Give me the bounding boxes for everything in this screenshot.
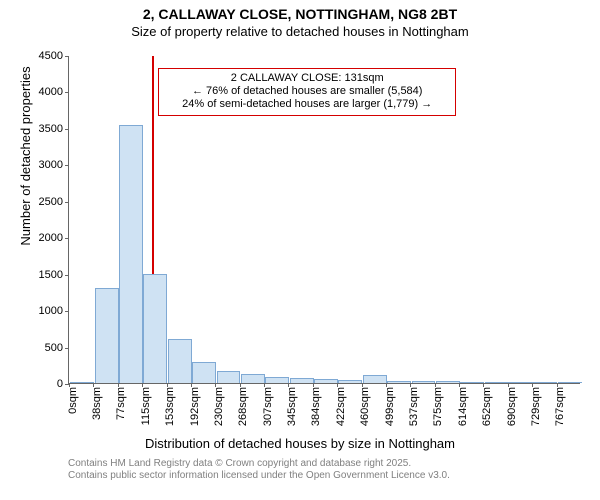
y-tick-mark bbox=[65, 165, 69, 166]
x-tick-label: 230sqm bbox=[213, 383, 225, 426]
x-tick-label: 77sqm bbox=[115, 383, 127, 420]
x-tick-label: 307sqm bbox=[262, 383, 274, 426]
x-tick-label: 422sqm bbox=[335, 383, 347, 426]
y-tick-mark bbox=[65, 238, 69, 239]
footer-copyright-1: Contains HM Land Registry data © Crown c… bbox=[68, 458, 411, 469]
bar bbox=[119, 125, 143, 383]
y-tick-mark bbox=[65, 56, 69, 57]
x-tick-label: 614sqm bbox=[457, 383, 469, 426]
annotation-line2: ← 76% of detached houses are smaller (5,… bbox=[165, 85, 449, 98]
x-tick-label: 460sqm bbox=[359, 383, 371, 426]
x-axis-label: Distribution of detached houses by size … bbox=[0, 436, 600, 451]
x-tick-label: 575sqm bbox=[432, 383, 444, 426]
x-tick-label: 384sqm bbox=[310, 383, 322, 426]
bar bbox=[363, 375, 387, 383]
x-tick-label: 537sqm bbox=[408, 383, 420, 426]
bar bbox=[241, 374, 265, 383]
x-tick-label: 690sqm bbox=[506, 383, 518, 426]
x-tick-label: 767sqm bbox=[554, 383, 566, 426]
x-tick-label: 345sqm bbox=[286, 383, 298, 426]
chart-title: 2, CALLAWAY CLOSE, NOTTINGHAM, NG8 2BT bbox=[0, 6, 600, 22]
x-tick-label: 268sqm bbox=[237, 383, 249, 426]
y-tick-mark bbox=[65, 129, 69, 130]
x-tick-label: 729sqm bbox=[530, 383, 542, 426]
chart-container: 2, CALLAWAY CLOSE, NOTTINGHAM, NG8 2BT S… bbox=[0, 0, 600, 500]
x-tick-label: 499sqm bbox=[384, 383, 396, 426]
y-tick-mark bbox=[65, 202, 69, 203]
y-tick-mark bbox=[65, 92, 69, 93]
x-tick-label: 652sqm bbox=[481, 383, 493, 426]
annotation-box: 2 CALLAWAY CLOSE: 131sqm ← 76% of detach… bbox=[158, 68, 456, 116]
y-tick-mark bbox=[65, 275, 69, 276]
plot-area: 2 CALLAWAY CLOSE: 131sqm ← 76% of detach… bbox=[68, 56, 580, 384]
chart-subtitle: Size of property relative to detached ho… bbox=[0, 24, 600, 39]
footer-copyright-2: Contains public sector information licen… bbox=[68, 470, 450, 481]
y-tick-mark bbox=[65, 348, 69, 349]
x-tick-label: 0sqm bbox=[67, 383, 79, 414]
annotation-line1: 2 CALLAWAY CLOSE: 131sqm bbox=[165, 72, 449, 85]
bar bbox=[217, 371, 241, 383]
y-axis-label: Number of detached properties bbox=[18, 0, 33, 320]
bar bbox=[95, 288, 119, 383]
bar bbox=[143, 274, 167, 383]
y-tick-mark bbox=[65, 311, 69, 312]
annotation-line3: 24% of semi-detached houses are larger (… bbox=[165, 98, 449, 111]
bar bbox=[168, 339, 192, 383]
x-tick-label: 115sqm bbox=[140, 383, 152, 425]
bar bbox=[192, 362, 216, 383]
x-tick-label: 153sqm bbox=[164, 383, 176, 426]
x-tick-label: 192sqm bbox=[189, 383, 201, 426]
x-tick-label: 38sqm bbox=[91, 383, 103, 420]
